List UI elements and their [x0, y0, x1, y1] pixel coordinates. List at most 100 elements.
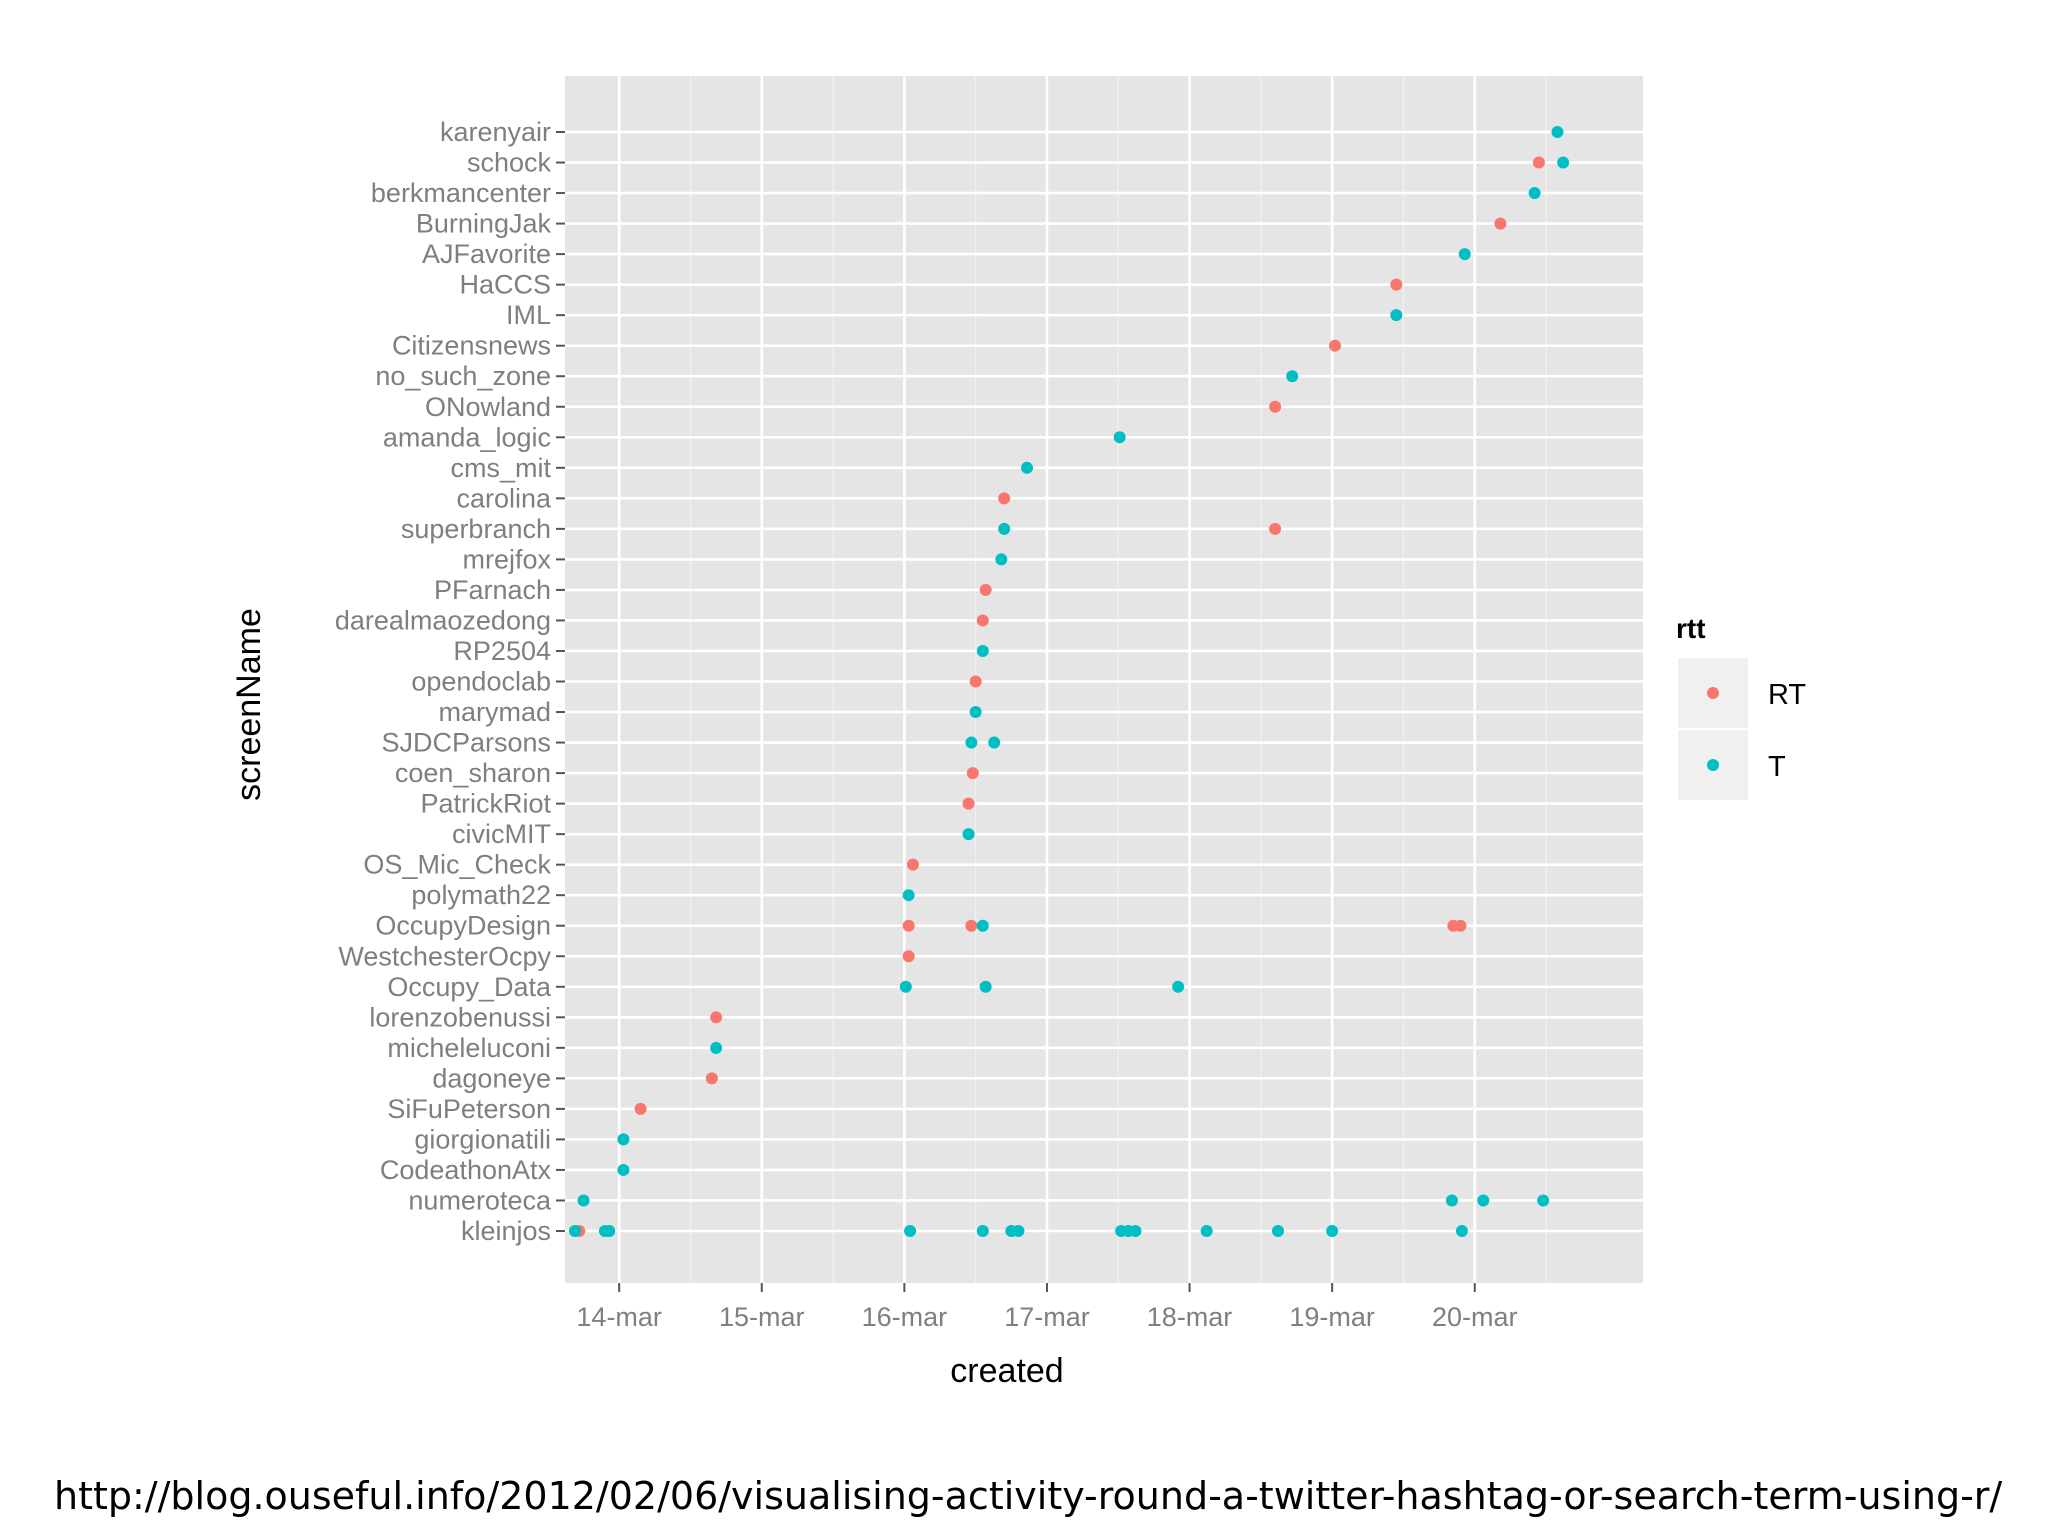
- y-tick-label: karenyair: [440, 117, 551, 147]
- source-url-caption: http://blog.ouseful.info/2012/02/06/visu…: [54, 1474, 2003, 1518]
- y-tick-label: WestchesterOcpy: [338, 941, 551, 971]
- y-tick-label: IML: [506, 300, 551, 330]
- plot-panel: [565, 76, 1643, 1283]
- point-t: [568, 1225, 581, 1237]
- point-t: [1200, 1225, 1213, 1237]
- point-t: [1113, 431, 1126, 444]
- y-tick-label: SJDCParsons: [381, 728, 551, 758]
- y-axis-title: screenName: [230, 608, 268, 801]
- point-t: [1455, 1225, 1468, 1237]
- legend-key-point: [1707, 687, 1719, 699]
- y-tick-label: numeroteca: [408, 1185, 552, 1215]
- point-rt: [998, 492, 1011, 505]
- y-tick-label: carolina: [456, 483, 552, 513]
- point-t: [603, 1225, 616, 1237]
- x-axis: 14-mar 15-mar 16-mar 17-mar 18-mar 19-mar 20-m…: [576, 1283, 1518, 1332]
- y-tick-label: berkmancenter: [371, 178, 551, 208]
- point-rt: [902, 950, 915, 963]
- point-t: [1537, 1194, 1550, 1207]
- y-tick-label: kleinjos: [461, 1216, 551, 1246]
- point-t: [1390, 309, 1403, 322]
- y-tick-label: Occupy_Data: [387, 972, 552, 1002]
- point-t: [899, 980, 912, 993]
- y-tick-label: dagoneye: [432, 1063, 551, 1093]
- point-t: [998, 522, 1011, 535]
- y-tick-label: RP2504: [453, 636, 551, 666]
- y-tick-label: civicMIT: [452, 819, 551, 849]
- y-tick-label: AJFavorite: [422, 239, 551, 269]
- point-t: [902, 889, 915, 902]
- point-rt: [1390, 278, 1403, 291]
- x-tick-label: 14-mar: [576, 1302, 662, 1332]
- y-tick-label: schock: [467, 148, 552, 178]
- y-tick-label: HaCCS: [459, 270, 551, 300]
- y-tick-label: Citizensnews: [392, 331, 551, 361]
- y-tick-label: superbranch: [401, 514, 551, 544]
- y-tick-label: mrejfox: [462, 544, 551, 574]
- x-tick-label: 15-mar: [719, 1302, 805, 1332]
- point-t: [962, 828, 975, 841]
- x-tick-label: 19-mar: [1289, 1302, 1375, 1332]
- point-rt: [906, 858, 919, 871]
- point-rt: [966, 767, 979, 780]
- point-rt: [1269, 400, 1282, 413]
- point-t: [976, 644, 989, 657]
- point-t: [710, 1041, 723, 1054]
- point-t: [1326, 1225, 1339, 1237]
- point-t: [1286, 370, 1299, 383]
- y-tick-label: SiFuPeterson: [387, 1094, 551, 1124]
- x-tick-label: 18-mar: [1147, 1302, 1233, 1332]
- y-tick-label: darealmaozedong: [335, 605, 551, 635]
- point-t: [1528, 187, 1541, 200]
- y-tick-label: opendoclab: [411, 667, 551, 697]
- x-tick-label: 16-mar: [862, 1302, 948, 1332]
- point-rt: [1329, 339, 1341, 352]
- point-t: [1129, 1225, 1142, 1237]
- point-rt: [962, 797, 975, 810]
- legend: rtt RT T: [1676, 613, 1806, 800]
- y-tick-label: PatrickRiot: [420, 789, 551, 819]
- y-tick-label: CodeathonAtx: [380, 1155, 552, 1185]
- point-t: [1477, 1194, 1490, 1207]
- legend-title: rtt: [1676, 613, 1706, 644]
- point-t: [617, 1133, 630, 1146]
- point-t: [1021, 461, 1033, 474]
- y-tick-label: giorgionatili: [414, 1124, 551, 1154]
- point-t: [979, 980, 992, 993]
- y-tick-label: marymad: [438, 697, 551, 727]
- y-tick-label: ONowland: [425, 392, 551, 422]
- point-rt: [969, 675, 982, 688]
- point-rt: [902, 919, 915, 932]
- point-t: [577, 1194, 590, 1207]
- y-tick-label: OccupyDesign: [375, 911, 551, 941]
- point-rt: [1269, 522, 1282, 535]
- point-rt: [705, 1072, 718, 1085]
- y-tick-label: micheleluconi: [387, 1033, 551, 1063]
- point-t: [1271, 1225, 1284, 1237]
- point-rt: [1532, 156, 1545, 169]
- y-tick-label: polymath22: [411, 880, 551, 910]
- y-tick-label: no_such_zone: [375, 361, 551, 391]
- data-points: [568, 126, 1570, 1237]
- x-axis-title: created: [950, 1352, 1063, 1390]
- point-rt: [979, 583, 992, 596]
- point-t: [617, 1163, 630, 1176]
- x-tick-label: 17-mar: [1004, 1302, 1090, 1332]
- y-tick-label: OS_Mic_Check: [363, 850, 551, 880]
- point-rt: [1454, 919, 1467, 932]
- point-t: [976, 919, 989, 932]
- y-tick-label: cms_mit: [451, 453, 552, 483]
- y-tick-label: PFarnach: [434, 575, 551, 605]
- y-tick-label: BurningJak: [416, 209, 552, 239]
- point-rt: [1494, 217, 1507, 230]
- point-t: [1172, 980, 1185, 993]
- point-t: [1012, 1225, 1025, 1237]
- point-t: [1445, 1194, 1458, 1207]
- point-rt: [634, 1102, 647, 1115]
- y-axis: kleinjosnumerotecaCodeathonAtxgiorgionat…: [335, 117, 565, 1246]
- y-tick-label: coen_sharon: [395, 758, 551, 788]
- point-rt: [710, 1011, 723, 1024]
- point-t: [1551, 126, 1564, 138]
- point-t: [976, 1225, 989, 1237]
- point-t: [1557, 156, 1570, 169]
